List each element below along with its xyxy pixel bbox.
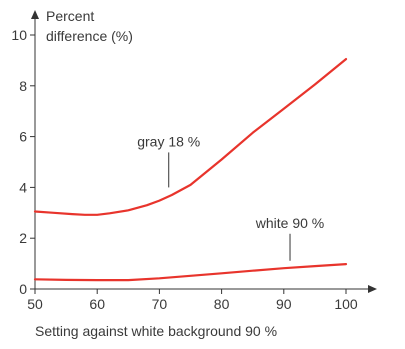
series-line-white-90 [33, 263, 348, 282]
x-tick-label: 100 [334, 296, 358, 312]
series-label-white-90: white 90 % [255, 215, 324, 231]
chart-axes [31, 10, 377, 293]
series-layer [33, 58, 348, 282]
y-tick-label: 10 [11, 27, 27, 43]
y-tick-label: 4 [19, 179, 27, 195]
x-tick-label: 90 [276, 296, 292, 312]
x-tick-label: 60 [89, 296, 105, 312]
y-tick-label: 0 [19, 281, 27, 297]
x-axis-title: Setting against white background 90 % [35, 323, 277, 339]
series-line-gray-18 [33, 58, 348, 216]
x-tick-label: 80 [214, 296, 230, 312]
y-tick-label: 6 [19, 129, 27, 145]
x-tick-label: 50 [27, 296, 43, 312]
y-axis-ticks: 0 2 4 6 8 10 [11, 27, 35, 297]
x-axis-ticks: 50 60 70 80 90 100 [27, 289, 358, 312]
x-axis-arrow [368, 285, 377, 293]
y-axis-title-line-1: Percent [46, 8, 94, 24]
annotation-layer: gray 18 % white 90 % [137, 133, 324, 261]
y-tick-label: 2 [19, 230, 27, 246]
y-axis-arrow [31, 10, 39, 19]
y-tick-label: 8 [19, 78, 27, 94]
y-axis-title-line-2: difference (%) [46, 28, 133, 44]
x-tick-label: 70 [152, 296, 168, 312]
series-label-gray-18: gray 18 % [137, 133, 200, 149]
